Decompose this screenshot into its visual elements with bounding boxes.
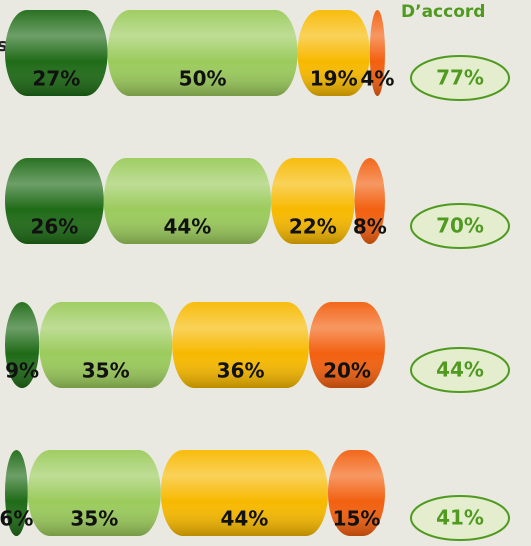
agree-header: D’accord: [401, 2, 485, 22]
value-label: 8%: [353, 215, 387, 239]
value-label: 15%: [333, 507, 381, 531]
agree-badge: [410, 495, 510, 541]
value-label: 9%: [5, 359, 39, 383]
bar-shine: [354, 158, 385, 244]
value-label: 20%: [323, 359, 371, 383]
value-label: 35%: [82, 359, 130, 383]
bar-shine: [5, 450, 28, 536]
bar-shine: [271, 158, 355, 244]
value-label: 27%: [32, 67, 80, 91]
agree-label: 41%: [436, 506, 484, 530]
agree-badge: [410, 55, 510, 101]
bar-shine: [369, 10, 385, 96]
agree-label: 70%: [436, 214, 484, 238]
agree-label: 77%: [436, 66, 484, 90]
value-label: 50%: [179, 67, 227, 91]
value-label: 4%: [360, 67, 394, 91]
value-label: 6%: [0, 507, 33, 531]
value-label: 44%: [163, 215, 211, 239]
value-label: 22%: [289, 215, 337, 239]
agree-badge: [410, 347, 510, 393]
value-label: 36%: [217, 359, 265, 383]
value-label: 26%: [30, 215, 78, 239]
bar-shine: [172, 302, 309, 388]
agree-label: 44%: [436, 358, 484, 382]
bar-shine: [39, 302, 173, 388]
bar-shine: [5, 302, 40, 388]
agree-badge: [410, 203, 510, 249]
bar-shine: [103, 158, 271, 244]
value-label: 19%: [310, 67, 358, 91]
bar-shine: [297, 10, 370, 96]
bar-shine: [107, 10, 298, 96]
bar-shine: [309, 302, 385, 388]
bar-shine: [160, 450, 328, 536]
bar-shine: [328, 450, 385, 536]
value-label: 35%: [70, 507, 118, 531]
value-label: 44%: [220, 507, 268, 531]
category-label: s: [0, 35, 8, 56]
bar-shine: [5, 158, 104, 244]
bar-shine: [5, 10, 108, 96]
bar-shine: [27, 450, 161, 536]
